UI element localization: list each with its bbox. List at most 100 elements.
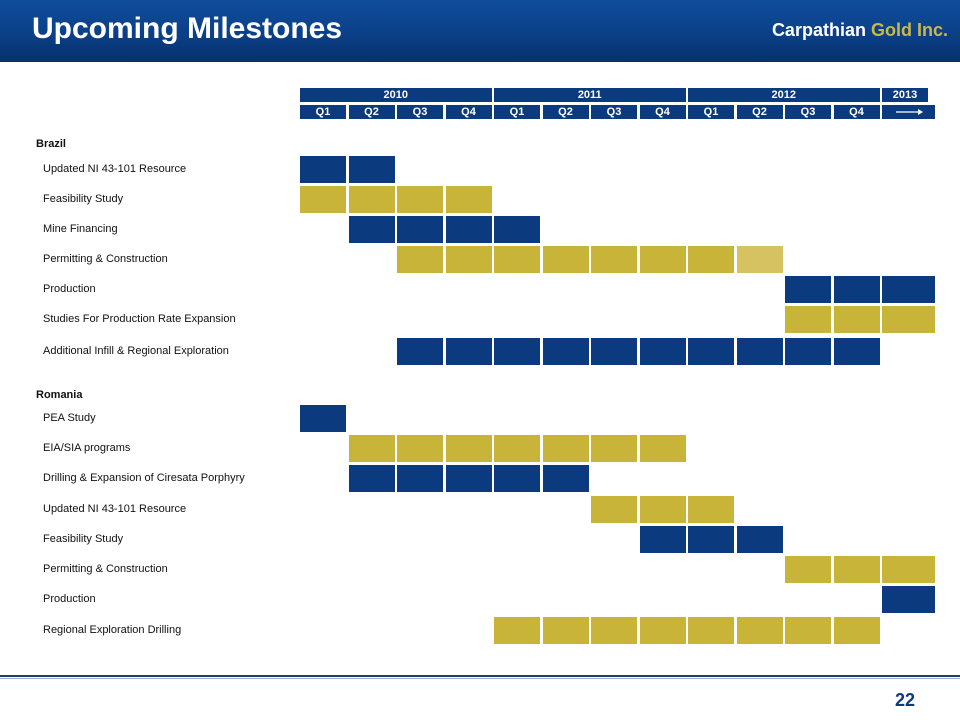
- milestone-block-navy: [445, 216, 492, 243]
- task-label: Updated NI 43-101 Resource: [43, 503, 187, 515]
- quarter-header: Q1: [494, 105, 540, 119]
- milestone-block-gold: [542, 246, 589, 273]
- task-label: Feasibility Study: [43, 533, 124, 545]
- milestone-block-gold: [785, 556, 831, 583]
- milestone-block-navy: [542, 338, 589, 365]
- quarter-header: Q2: [542, 105, 589, 119]
- milestone-block-navy: [397, 465, 443, 492]
- milestone-block-navy: [397, 338, 443, 365]
- task-label: Additional Infill & Regional Exploration: [43, 345, 229, 357]
- milestone-block-navy: [494, 338, 540, 365]
- milestone-block-gold: [639, 435, 686, 462]
- milestone-block-gold: [833, 617, 880, 644]
- task-label: EIA/SIA programs: [43, 442, 131, 454]
- milestone-block-navy: [833, 276, 880, 303]
- task-label: Production: [43, 593, 96, 605]
- task-label: Drilling & Expansion of Ciresata Porphyr…: [43, 472, 245, 484]
- milestone-block-navy: [639, 526, 686, 553]
- milestone-block-gold: [494, 246, 540, 273]
- milestone-block-gold: [688, 496, 734, 523]
- milestone-block-navy: [591, 338, 637, 365]
- milestone-block-navy: [494, 465, 540, 492]
- milestone-block-navy: [688, 526, 734, 553]
- milestone-block-gold: [639, 496, 686, 523]
- milestone-block-gold: [639, 246, 686, 273]
- milestone-block-gold: [785, 306, 831, 333]
- milestone-block-gold: [688, 246, 734, 273]
- milestone-block-gold: [445, 246, 492, 273]
- arrow-right-icon: [896, 109, 923, 115]
- milestone-block-navy: [445, 465, 492, 492]
- quarter-header: Q2: [348, 105, 395, 119]
- milestone-block-gold: [542, 435, 589, 462]
- year-header-2013: 2013: [882, 88, 928, 102]
- milestone-block-navy: [639, 338, 686, 365]
- quarter-header: Q1: [688, 105, 734, 119]
- milestone-block-gold: [591, 246, 637, 273]
- milestone-block-gold: [397, 435, 443, 462]
- slide-title: Upcoming Milestones: [32, 12, 343, 45]
- milestone-block-gold: [591, 435, 637, 462]
- milestone-block-gold: [494, 617, 540, 644]
- footer-divider: [0, 675, 960, 677]
- milestone-block-navy: [833, 338, 880, 365]
- quarter-header: Q1: [300, 105, 346, 119]
- milestone-block-lightgold: [736, 246, 783, 273]
- task-label: Regional Exploration Drilling: [43, 624, 182, 636]
- milestone-block-navy: [785, 338, 831, 365]
- task-label: Updated NI 43-101 Resource: [43, 163, 187, 175]
- milestone-block-gold: [833, 556, 880, 583]
- milestone-block-gold: [785, 617, 831, 644]
- quarter-header: Q4: [639, 105, 686, 119]
- section-heading-romania: Romania: [36, 389, 83, 401]
- brand-name-part2: Gold Inc.: [870, 20, 948, 40]
- milestone-block-gold: [591, 496, 637, 523]
- milestone-block-navy: [494, 216, 540, 243]
- milestone-block-gold: [542, 617, 589, 644]
- milestone-block-navy: [882, 276, 935, 303]
- title-banner: Upcoming Milestones Carpathian Gold Inc.: [0, 0, 960, 62]
- milestone-block-navy: [785, 276, 831, 303]
- milestone-block-navy: [882, 586, 935, 613]
- task-label: Feasibility Study: [43, 193, 124, 205]
- milestone-block-navy: [736, 338, 783, 365]
- milestone-block-gold: [639, 617, 686, 644]
- milestone-block-gold: [397, 186, 443, 213]
- milestone-block-gold: [348, 435, 395, 462]
- milestone-block-navy: [300, 156, 346, 183]
- milestone-block-navy: [348, 465, 395, 492]
- milestone-block-gold: [882, 306, 935, 333]
- milestone-block-gold: [445, 435, 492, 462]
- milestone-block-navy: [397, 216, 443, 243]
- task-label: Permitting & Construction: [43, 563, 168, 575]
- milestone-block-gold: [445, 186, 492, 213]
- quarter-header: Q3: [397, 105, 443, 119]
- milestone-block-navy: [300, 405, 346, 432]
- milestone-block-navy: [348, 156, 395, 183]
- milestone-block-navy: [445, 338, 492, 365]
- task-label: Studies For Production Rate Expansion: [43, 313, 236, 325]
- quarter-header: Q3: [591, 105, 637, 119]
- brand-name-part1: Carpathian: [771, 20, 866, 40]
- continuation-cell: [882, 105, 935, 119]
- year-header-2010: 2010: [300, 88, 492, 102]
- milestone-block-gold: [688, 617, 734, 644]
- milestone-block-navy: [542, 465, 589, 492]
- task-label: Permitting & Construction: [43, 253, 168, 265]
- milestone-block-gold: [494, 435, 540, 462]
- page-number: 22: [895, 690, 916, 710]
- milestone-block-navy: [348, 216, 395, 243]
- year-header-2012: 2012: [688, 88, 880, 102]
- quarter-header: Q2: [736, 105, 783, 119]
- milestone-block-navy: [736, 526, 783, 553]
- milestone-block-gold: [591, 617, 637, 644]
- task-label: Mine Financing: [43, 223, 118, 235]
- footer-divider-thin: [0, 678, 960, 679]
- milestone-block-navy: [688, 338, 734, 365]
- milestone-block-gold: [736, 617, 783, 644]
- milestone-block-gold: [348, 186, 395, 213]
- milestone-block-gold: [300, 186, 346, 213]
- quarter-header: Q4: [445, 105, 492, 119]
- task-label: PEA Study: [43, 412, 96, 424]
- quarter-header: Q3: [785, 105, 831, 119]
